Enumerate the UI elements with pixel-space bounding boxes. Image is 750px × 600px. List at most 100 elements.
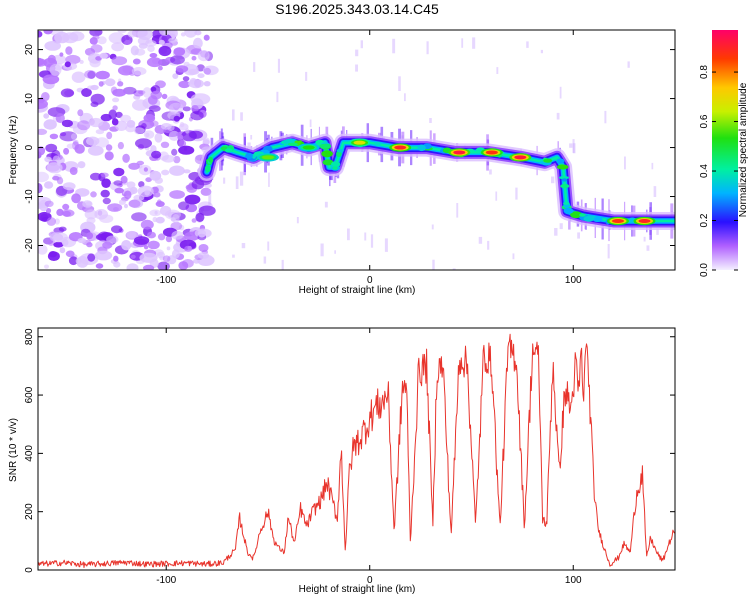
noise-speckle — [38, 57, 45, 66]
noise-streak — [263, 256, 267, 264]
colorbar-tick-label: 0.6 — [699, 114, 710, 128]
noise-streak — [551, 176, 555, 184]
noise-speckle — [131, 67, 147, 76]
noise-streak — [296, 217, 299, 224]
colorbar-ticks: 0.0 0.2 0.4 0.6 0.8 — [699, 65, 738, 277]
noise-speckle — [68, 256, 78, 266]
noise-streak — [559, 223, 563, 230]
noise-speckle — [111, 56, 128, 66]
noise-streak — [452, 268, 456, 270]
noise-speckle — [128, 199, 141, 208]
noise-speckle — [154, 133, 163, 143]
noise-streak — [515, 187, 518, 200]
noise-speckle — [126, 181, 136, 189]
y-tick-label: 20 — [24, 44, 35, 56]
noise-speckle — [191, 105, 199, 113]
noise-speckle — [62, 203, 70, 210]
noise-streak — [487, 240, 490, 250]
ridge-blotch — [563, 207, 574, 214]
peak-core — [394, 145, 407, 150]
colorbar-tick-label: 0.4 — [699, 164, 710, 178]
noise-speckle — [197, 50, 210, 62]
noise-speckle — [53, 241, 64, 248]
noise-speckle — [171, 230, 184, 240]
ridge-blotch — [556, 158, 565, 164]
noise-speckle — [81, 88, 92, 97]
ridge-blotch — [331, 161, 341, 168]
noise-speckle — [90, 44, 103, 53]
noise-speckle — [54, 218, 60, 225]
noise-speckle — [140, 219, 154, 230]
noise-speckle — [89, 30, 103, 37]
noise-speckle — [59, 52, 64, 57]
noise-speckle — [49, 30, 64, 36]
noise-streak — [624, 156, 626, 170]
noise-speckle — [49, 63, 62, 76]
noise-speckle — [84, 209, 98, 220]
noise-speckle — [182, 76, 190, 82]
noise-speckle — [178, 80, 191, 89]
noise-speckle — [99, 214, 114, 223]
noise-speckle — [86, 232, 94, 240]
x-tick-label: 0 — [367, 575, 373, 586]
ridge-blotch — [336, 148, 344, 153]
ridge-blotch — [558, 176, 570, 180]
noise-streak — [472, 37, 476, 49]
noise-speckle — [59, 247, 66, 254]
spectrogram-xlabel: Height of straight line (km) — [299, 285, 416, 296]
noise-streak — [456, 203, 459, 218]
colorbar-gradient — [712, 30, 738, 270]
noise-speckle — [126, 230, 137, 239]
y-tick-label: 200 — [24, 503, 35, 520]
noise-speckle — [129, 186, 138, 195]
y-tick-label: -20 — [24, 238, 35, 253]
noise-speckle — [49, 133, 59, 140]
noise-speckle — [112, 105, 118, 111]
noise-speckle — [149, 53, 158, 58]
noise-speckle — [172, 73, 179, 79]
noise-speckle — [106, 235, 119, 244]
noise-streak — [489, 169, 492, 175]
noise-speckle — [117, 30, 127, 34]
noise-speckle — [43, 119, 57, 130]
noise-speckle — [160, 123, 172, 130]
noise-speckle — [155, 201, 165, 207]
noise-streak — [461, 38, 464, 48]
ridge-blotch — [332, 166, 338, 170]
noise-speckle — [82, 200, 93, 208]
noise-speckle — [137, 36, 150, 46]
noise-speckle — [45, 208, 52, 214]
y-tick-label: 400 — [24, 445, 35, 462]
noise-speckle — [127, 30, 137, 38]
noise-speckle — [165, 235, 173, 243]
noise-speckle — [95, 129, 105, 135]
noise-speckle — [56, 208, 64, 216]
noise-speckle — [43, 30, 53, 35]
noise-speckle — [65, 46, 73, 55]
noise-speckle — [46, 162, 63, 174]
noise-speckle — [177, 134, 184, 140]
ridge-blotch — [245, 152, 253, 159]
noise-streak — [392, 38, 396, 54]
noise-streak — [651, 162, 654, 170]
noise-speckle — [111, 42, 124, 52]
noise-speckle — [77, 109, 84, 117]
noise-speckle — [147, 44, 155, 53]
noise-speckle — [182, 106, 191, 112]
noise-speckle — [88, 117, 104, 128]
ridge-blotch — [579, 213, 586, 217]
noise-speckle — [55, 113, 65, 124]
noise-streak — [239, 171, 244, 186]
noise-speckle — [38, 171, 49, 183]
noise-speckle — [195, 212, 205, 222]
noise-speckle — [203, 67, 212, 75]
noise-streak — [355, 64, 358, 72]
noise-speckle — [115, 111, 123, 118]
spectrogram-ylabel: Frequency (Hz) — [8, 116, 19, 185]
noise-speckle — [184, 194, 201, 205]
noise-streak — [653, 186, 657, 197]
noise-speckle — [111, 225, 123, 234]
colorbar-tick-label: 0.8 — [699, 65, 710, 79]
chart-title: S196.2025.343.03.14.C45 — [275, 1, 439, 17]
noise-speckle — [38, 244, 48, 255]
